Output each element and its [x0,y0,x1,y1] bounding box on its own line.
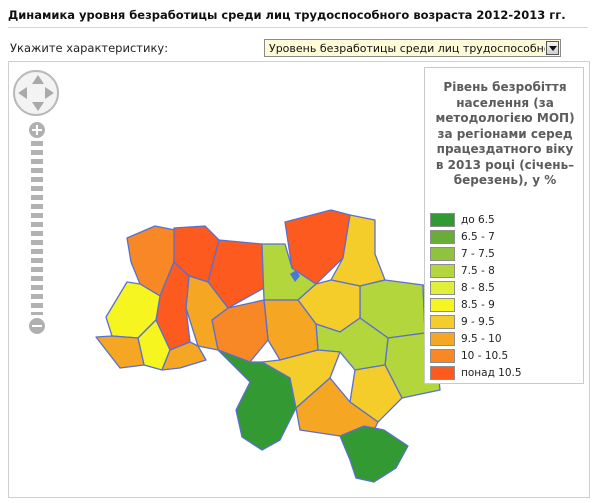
legend-label: 8 - 8.5 [461,282,495,294]
legend-swatch [430,264,455,278]
legend-swatch [430,247,455,261]
page-title: Динамика уровня безработицы среди лиц тр… [8,8,566,22]
chevron-down-icon[interactable] [546,41,559,55]
legend-label: 7 - 7.5 [461,248,495,260]
characteristic-select[interactable]: Уровень безработицы среди лиц трудоспосо… [264,39,561,57]
legend-label: 8.5 - 9 [461,299,495,311]
legend-label: 6.5 - 7 [461,231,495,243]
legend-label: 9 - 9.5 [461,316,495,328]
pan-right-icon[interactable] [45,87,54,99]
region-zakarpattia[interactable] [95,335,145,369]
legend-label: 10 - 10.5 [461,350,509,362]
legend-swatch [430,298,455,312]
zoom-in-icon[interactable] [29,122,45,138]
legend-title: Рівень безробіття населення (за методоло… [435,80,575,187]
legend-swatch [430,366,455,380]
pan-down-icon[interactable] [32,102,44,111]
reservoir-water [290,270,300,282]
legend-swatch [430,349,455,363]
region-crimea[interactable] [339,425,409,483]
characteristic-select-value: Уровень безработицы среди лиц трудоспосо… [269,42,545,55]
legend-label: 7.5 - 8 [461,265,495,277]
region-mykolaiv[interactable] [261,349,341,409]
legend-swatch [430,315,455,329]
legend-swatch [430,281,455,295]
region-zhytomyr[interactable] [207,239,265,309]
legend-label: понад 10.5 [461,367,522,379]
region-odesa[interactable] [217,349,297,451]
legend-swatch [430,213,455,227]
legend-swatch [430,230,455,244]
characteristic-label: Укажите характеристику: [10,41,169,55]
title-divider [8,27,588,28]
zoom-out-icon[interactable] [29,318,45,334]
pan-up-icon[interactable] [32,75,44,84]
region-zaporizhzhia[interactable] [349,364,403,423]
map-regions [95,209,471,483]
pan-control-icon[interactable] [13,70,59,116]
zoom-slider[interactable] [31,141,43,315]
legend-swatch [430,332,455,346]
legend-label: 9.5 - 10 [461,333,502,345]
map-legend: Рівень безробіття населення (за методоло… [424,67,584,384]
pan-left-icon[interactable] [18,87,27,99]
legend-label: до 6.5 [461,214,495,226]
region-khmelnytskyi[interactable] [185,275,229,351]
region-chernivtsi[interactable] [161,341,207,371]
